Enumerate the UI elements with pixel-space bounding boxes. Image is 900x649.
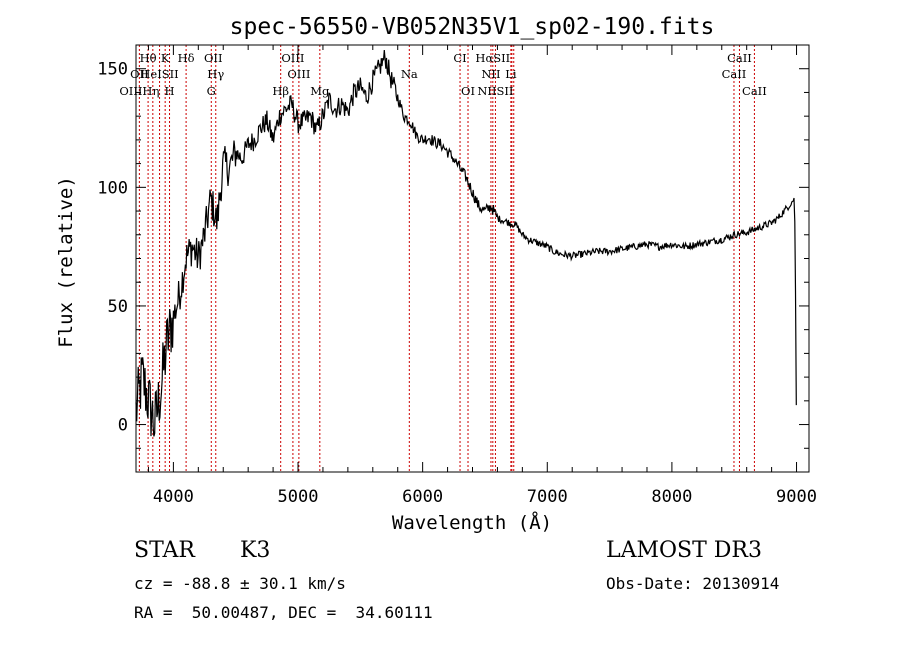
- line-label: G: [207, 84, 216, 98]
- line-label: CaII: [727, 51, 752, 65]
- x-tick-label: 8000: [651, 487, 692, 507]
- line-label: Na: [401, 67, 418, 81]
- line-label: Mg: [310, 84, 330, 98]
- line-label: CaII: [742, 84, 767, 98]
- line-label: OIII: [281, 51, 304, 65]
- line-label: OII: [204, 51, 223, 65]
- line-label: NIISII: [477, 84, 513, 98]
- y-tick-label: 50: [108, 297, 128, 317]
- line-label: OII: [130, 67, 149, 81]
- line-label: Hβ: [272, 84, 289, 98]
- line-label: Hγ: [207, 67, 224, 81]
- x-tick-label: 9000: [776, 487, 817, 507]
- chart-title: spec-56550-VB052N35V1_sp02-190.fits: [230, 14, 715, 40]
- x-tick-label: 7000: [527, 487, 568, 507]
- obs-date: Obs-Date: 20130914: [606, 574, 780, 593]
- line-label: OIIIHη: [119, 84, 159, 98]
- y-axis-label: Flux (relative): [55, 176, 77, 348]
- line-label: CaII: [722, 67, 747, 81]
- ra-dec: RA = 50.00487, DEC = 34.60111: [134, 603, 433, 622]
- y-tick-label: 0: [118, 416, 128, 436]
- line-label: HeISII: [140, 67, 178, 81]
- redshift-cz: cz = -88.8 ± 30.1 km/s: [134, 574, 346, 593]
- line-label: Li: [505, 67, 517, 81]
- x-axis-label: Wavelength (Å): [392, 511, 552, 534]
- y-tick-label: 100: [97, 178, 128, 198]
- line-label: Hδ: [178, 51, 195, 65]
- y-tick-label: 150: [97, 60, 128, 80]
- star-subclass: K3: [240, 538, 271, 563]
- x-tick-label: 5000: [278, 487, 319, 507]
- line-markers: [138, 45, 755, 472]
- plot-frame: [135, 44, 810, 473]
- line-label: K: [161, 51, 170, 65]
- line-label: OIII: [287, 67, 310, 81]
- survey-name: LAMOST DR3: [606, 538, 762, 563]
- line-label: Hθ: [140, 51, 157, 65]
- axis-ticks: 4000 5000 6000 7000 8000 9000 0 50 100 150: [97, 44, 817, 507]
- line-label: NII: [481, 67, 500, 81]
- x-tick-label: 6000: [402, 487, 443, 507]
- line-label: OI: [461, 84, 475, 98]
- line-label: HαSII: [475, 51, 510, 65]
- x-tick-label: 4000: [153, 487, 194, 507]
- line-label: H: [165, 84, 175, 98]
- line-label: CI: [453, 51, 466, 65]
- spectrum-line: [135, 50, 797, 437]
- star-class: STAR: [134, 538, 195, 563]
